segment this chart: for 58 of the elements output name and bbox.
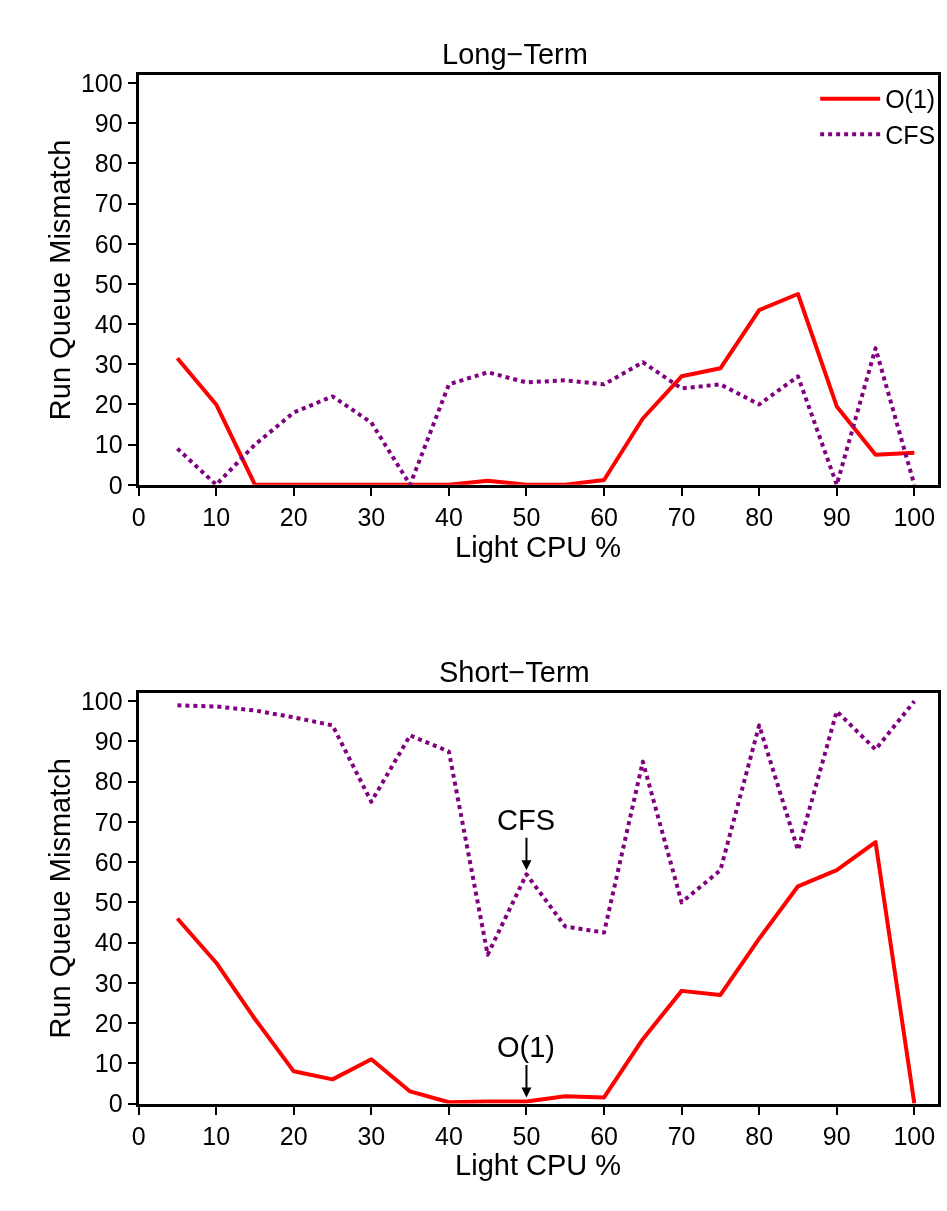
x-tick-label: 10 [202,502,231,531]
x-tick-label: 10 [202,1121,231,1150]
line-series [175,840,917,1104]
y-tick-label: 30 [94,350,123,379]
x-tick-label: 80 [745,1121,774,1150]
x-tick-label: 90 [822,502,851,531]
x-tick-label: 20 [279,502,308,531]
x-tick-label: 30 [357,1121,386,1150]
x-axis-title: Light CPU % [455,530,622,563]
y-tick-label: 40 [94,928,123,957]
x-tick-label: 80 [745,502,774,531]
legend-label: CFS [885,120,936,149]
x-tick-label: 100 [893,502,936,531]
y-tick-label: 80 [94,149,123,178]
legend-label: O(1) [885,85,936,114]
x-tick-label: 70 [667,502,696,531]
y-tick-label: 50 [94,269,123,298]
y-tick-label: 40 [94,309,123,338]
x-tick-label: 90 [822,1121,851,1150]
x-tick-label: 40 [434,1121,463,1150]
y-tick-label: 0 [108,470,123,499]
annotation: O(1) [497,1031,555,1063]
x-tick-label: 100 [893,1121,936,1150]
x-tick-label: 30 [357,502,386,531]
x-tick-label: 50 [512,502,541,531]
y-axis-title: Run Queue Mismatch [44,758,77,1039]
y-tick-label: 60 [94,229,123,258]
y-axis-title: Run Queue Mismatch [44,139,77,421]
x-tick-label: 0 [131,1121,146,1150]
y-tick-label: 100 [80,687,123,716]
y-tick-label: 90 [94,109,123,138]
y-tick-label: 20 [94,390,123,419]
x-tick-label: 60 [590,502,618,531]
y-tick-label: 30 [94,968,123,997]
y-tick-label: 90 [94,727,123,756]
y-tick-label: 70 [94,189,123,218]
line-series [175,346,917,485]
x-tick-label: 40 [434,502,463,531]
annotation: CFS [497,804,555,836]
y-tick-label: 10 [94,1049,123,1078]
y-tick-label: 60 [94,847,123,876]
y-tick-label: 50 [94,888,123,917]
line-series [175,699,917,957]
x-tick-label: 50 [512,1121,541,1150]
y-tick-label: 70 [94,807,123,836]
x-tick-label: 0 [131,502,146,531]
x-tick-label: 70 [667,1121,696,1150]
x-axis-title: Light CPU % [455,1149,622,1182]
chart-title: Long−Term [442,38,588,70]
y-tick-label: 100 [80,68,123,97]
y-tick-label: 20 [94,1008,123,1037]
y-tick-label: 0 [108,1089,123,1118]
line-series [175,291,917,485]
y-tick-label: 80 [94,767,123,796]
x-tick-label: 60 [590,1121,618,1150]
y-tick-label: 10 [94,430,123,459]
x-tick-label: 20 [279,1121,308,1150]
chart-title: Short−Term [439,656,590,688]
